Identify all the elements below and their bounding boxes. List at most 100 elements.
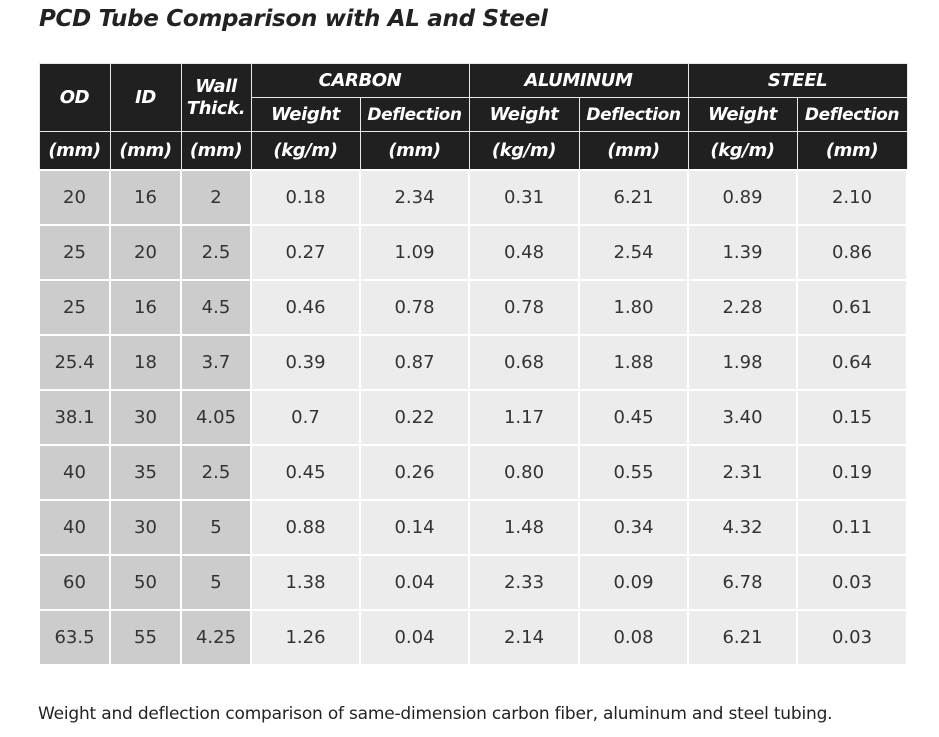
cell-id: 20 [109,224,182,281]
cell-steel-weight: 3.40 [687,389,799,446]
page-title: PCD Tube Comparison with AL and Steel [39,6,548,32]
cell-od: 25 [38,224,111,281]
cell-steel-weight: 2.31 [687,444,799,501]
cell-aluminum-weight: 2.14 [468,609,580,666]
cell-wall-thickness: 4.05 [180,389,252,446]
cell-carbon-weight: 0.7 [250,389,361,446]
cell-od: 40 [38,444,111,501]
cell-steel-weight: 4.32 [687,499,799,556]
header-carbon: CARBON [250,63,470,98]
cell-aluminum-deflection: 0.08 [577,609,690,666]
comparison-table: OD ID Wall Thick. CARBON ALUMINUM STEEL … [38,63,909,666]
cell-id: 55 [109,609,182,666]
cell-steel-weight: 2.28 [687,279,799,336]
cell-carbon-deflection: 0.78 [359,279,470,336]
unit-id: (mm) [109,131,182,171]
cell-aluminum-weight: 0.48 [468,224,580,281]
cell-wall-thickness: 4.5 [180,279,252,336]
cell-od: 63.5 [38,609,111,666]
table-row: 25 20 2.5 0.27 1.09 0.48 2.54 1.39 0.86 [38,224,909,281]
cell-steel-weight: 1.39 [687,224,799,281]
cell-aluminum-weight: 2.33 [468,554,580,611]
cell-carbon-weight: 0.46 [250,279,361,336]
cell-carbon-deflection: 0.04 [359,609,470,666]
header-id: ID [109,63,182,132]
cell-wall-thickness: 2.5 [180,224,252,281]
cell-aluminum-weight: 1.48 [468,499,580,556]
cell-od: 25.4 [38,334,111,391]
cell-aluminum-deflection: 0.45 [577,389,690,446]
cell-wall-thickness: 2.5 [180,444,252,501]
cell-wall-thickness: 5 [180,499,252,556]
unit-carbon-deflection: (mm) [359,131,470,171]
header-od: OD [38,63,111,132]
table-row: 38.1 30 4.05 0.7 0.22 1.17 0.45 3.40 0.15 [38,389,909,446]
table-row: 25 16 4.5 0.46 0.78 0.78 1.80 2.28 0.61 [38,279,909,336]
cell-carbon-weight: 0.88 [250,499,361,556]
cell-carbon-weight: 1.38 [250,554,361,611]
header-wall-line2: Thick. [186,97,246,119]
header-aluminum-weight: Weight [468,97,580,132]
cell-aluminum-weight: 0.78 [468,279,580,336]
cell-steel-weight: 6.21 [687,609,799,666]
cell-od: 38.1 [38,389,111,446]
cell-carbon-weight: 0.27 [250,224,361,281]
unit-wall: (mm) [180,131,252,171]
cell-carbon-weight: 1.26 [250,609,361,666]
table-row: 25.4 18 3.7 0.39 0.87 0.68 1.88 1.98 0.64 [38,334,909,391]
cell-steel-deflection: 0.61 [796,279,909,336]
header-carbon-weight: Weight [250,97,361,132]
cell-carbon-deflection: 0.22 [359,389,470,446]
table-row: 20 16 2 0.18 2.34 0.31 6.21 0.89 2.10 [38,169,909,226]
unit-carbon-weight: (kg/m) [250,131,361,171]
cell-id: 16 [109,279,182,336]
cell-carbon-weight: 0.18 [250,169,361,226]
cell-steel-deflection: 0.64 [796,334,909,391]
table-row: 40 30 5 0.88 0.14 1.48 0.34 4.32 0.11 [38,499,909,556]
cell-wall-thickness: 4.25 [180,609,252,666]
cell-od: 25 [38,279,111,336]
cell-id: 35 [109,444,182,501]
cell-steel-weight: 6.78 [687,554,799,611]
cell-aluminum-deflection: 2.54 [577,224,690,281]
cell-aluminum-deflection: 6.21 [577,169,690,226]
cell-steel-deflection: 0.15 [796,389,909,446]
header-aluminum: ALUMINUM [468,63,689,98]
unit-od: (mm) [38,131,111,171]
cell-wall-thickness: 3.7 [180,334,252,391]
cell-id: 30 [109,389,182,446]
cell-wall-thickness: 2 [180,169,252,226]
cell-carbon-deflection: 1.09 [359,224,470,281]
cell-aluminum-deflection: 0.34 [577,499,690,556]
cell-od: 20 [38,169,111,226]
cell-id: 18 [109,334,182,391]
header-steel: STEEL [687,63,908,98]
cell-carbon-weight: 0.39 [250,334,361,391]
table-row: 60 50 5 1.38 0.04 2.33 0.09 6.78 0.03 [38,554,909,611]
table-header: OD ID Wall Thick. CARBON ALUMINUM STEEL … [38,63,908,171]
cell-aluminum-weight: 0.68 [468,334,580,391]
header-wall-thickness: Wall Thick. [180,63,252,132]
cell-carbon-deflection: 0.14 [359,499,470,556]
cell-aluminum-weight: 0.80 [468,444,580,501]
cell-steel-deflection: 0.11 [796,499,909,556]
table-caption: Weight and deflection comparison of same… [38,704,833,724]
cell-id: 16 [109,169,182,226]
cell-carbon-deflection: 0.26 [359,444,470,501]
cell-steel-deflection: 0.03 [796,554,909,611]
cell-steel-deflection: 2.10 [796,169,909,226]
table-row: 63.5 55 4.25 1.26 0.04 2.14 0.08 6.21 0.03 [38,609,909,666]
cell-aluminum-weight: 1.17 [468,389,580,446]
cell-steel-weight: 1.98 [687,334,799,391]
cell-carbon-deflection: 2.34 [359,169,470,226]
header-aluminum-deflection: Deflection [578,97,689,132]
unit-steel-deflection: (mm) [796,131,908,171]
cell-steel-weight: 0.89 [687,169,799,226]
cell-aluminum-deflection: 1.80 [577,279,690,336]
cell-steel-deflection: 0.03 [796,609,909,666]
table-body: 20 16 2 0.18 2.34 0.31 6.21 0.89 2.10 25 20 2.5 0.27… [38,169,909,666]
cell-id: 30 [109,499,182,556]
cell-wall-thickness: 5 [180,554,252,611]
cell-steel-deflection: 0.86 [796,224,909,281]
cell-carbon-deflection: 0.87 [359,334,470,391]
